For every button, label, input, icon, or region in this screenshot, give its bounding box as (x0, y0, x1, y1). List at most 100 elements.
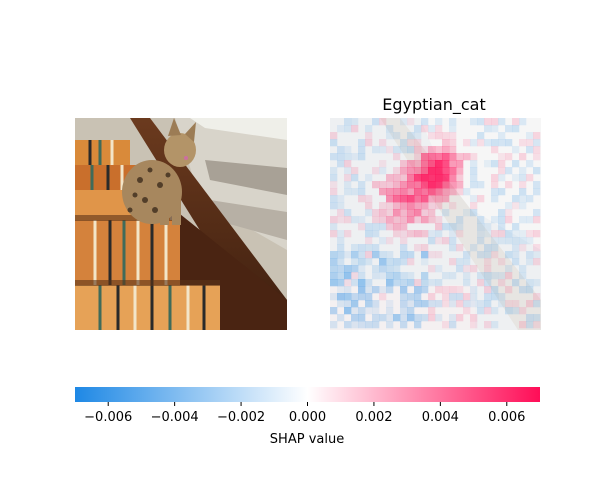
shap-cell (442, 293, 450, 301)
shap-cell (519, 167, 527, 175)
shap-cell (393, 230, 401, 238)
shap-cell (470, 153, 478, 161)
shap-cell (372, 118, 380, 126)
shap-cell (344, 286, 352, 294)
shap-cell (519, 181, 527, 189)
colorbar-ticks: −0.006 −0.004 −0.002 0.000 0.002 0.004 0.006 (84, 402, 525, 425)
shap-cell (351, 307, 359, 315)
shap-cell (379, 118, 387, 126)
shap-cell (365, 174, 373, 182)
shap-cell (386, 209, 394, 217)
shap-cell (330, 279, 338, 287)
shap-cell (330, 293, 338, 301)
shap-cell (533, 132, 541, 140)
shap-cell (519, 139, 527, 147)
shap-cell (505, 237, 513, 245)
shap-cell (414, 195, 422, 203)
shap-cell (442, 132, 450, 140)
shap-cell (491, 160, 499, 168)
shap-cell (428, 307, 436, 315)
shap-cell (386, 202, 394, 210)
shap-cell (449, 167, 457, 175)
shap-cell (365, 202, 373, 210)
shap-cell (498, 153, 506, 161)
shap-cell (449, 293, 457, 301)
shap-cell (491, 286, 499, 294)
shap-cell (477, 195, 485, 203)
shap-cell (330, 307, 338, 315)
shap-cell (400, 216, 408, 224)
shap-cell (393, 167, 401, 175)
shap-cell (519, 118, 527, 126)
shap-cell (491, 230, 499, 238)
shap-cell (330, 202, 338, 210)
shap-cell (414, 244, 422, 252)
shap-cell (435, 153, 443, 161)
shap-cell (337, 293, 345, 301)
shap-cell (442, 209, 450, 217)
shap-cell (414, 216, 422, 224)
shap-cell (421, 146, 429, 154)
shap-cell (512, 160, 520, 168)
shap-panel-title: Egyptian_cat (382, 95, 485, 115)
shap-cell (477, 216, 485, 224)
shap-cell (519, 216, 527, 224)
shap-cell (491, 251, 499, 259)
shap-cell (344, 300, 352, 308)
shap-cell (421, 174, 429, 182)
shap-cell (351, 258, 359, 266)
shap-cell (344, 181, 352, 189)
shap-cell (484, 258, 492, 266)
shap-cell (421, 300, 429, 308)
shap-cell (498, 160, 506, 168)
shap-cell (428, 314, 436, 322)
shap-cell (533, 279, 541, 287)
shap-cell (372, 146, 380, 154)
shap-cell (351, 321, 359, 329)
shap-cell (407, 307, 415, 315)
shap-cell (491, 293, 499, 301)
shap-cell (358, 153, 366, 161)
shap-cell (400, 223, 408, 231)
shap-cell (435, 223, 443, 231)
shap-cell (379, 167, 387, 175)
shap-cell (435, 118, 443, 126)
shap-cell (358, 307, 366, 315)
shap-cell (533, 153, 541, 161)
shap-cell (351, 167, 359, 175)
shap-cell (470, 293, 478, 301)
shap-cell (435, 251, 443, 259)
shap-cell (526, 174, 534, 182)
shap-cell (463, 209, 471, 217)
shap-cell (372, 265, 380, 273)
shap-cell (512, 237, 520, 245)
shap-cell (330, 272, 338, 280)
shap-cell (435, 279, 443, 287)
shap-cell (470, 209, 478, 217)
shap-cell (337, 258, 345, 266)
shap-cell (428, 265, 436, 273)
shap-cell (414, 321, 422, 329)
shap-cell (533, 209, 541, 217)
shap-cell (379, 293, 387, 301)
shap-cell (449, 153, 457, 161)
shap-cell (526, 216, 534, 224)
shap-cell (519, 286, 527, 294)
shap-cell (393, 153, 401, 161)
shap-cell (491, 181, 499, 189)
shap-cell (344, 188, 352, 196)
shap-cell (337, 244, 345, 252)
shap-cell (421, 118, 429, 126)
shap-cell (484, 230, 492, 238)
shap-cell (421, 279, 429, 287)
shap-cell (526, 230, 534, 238)
shap-cell (386, 132, 394, 140)
shap-cell (428, 167, 436, 175)
shap-cell (379, 258, 387, 266)
shap-cell (365, 293, 373, 301)
shap-cell (393, 272, 401, 280)
shap-cell (526, 237, 534, 245)
shap-cell (442, 286, 450, 294)
shap-cell (491, 139, 499, 147)
shap-cell (463, 188, 471, 196)
